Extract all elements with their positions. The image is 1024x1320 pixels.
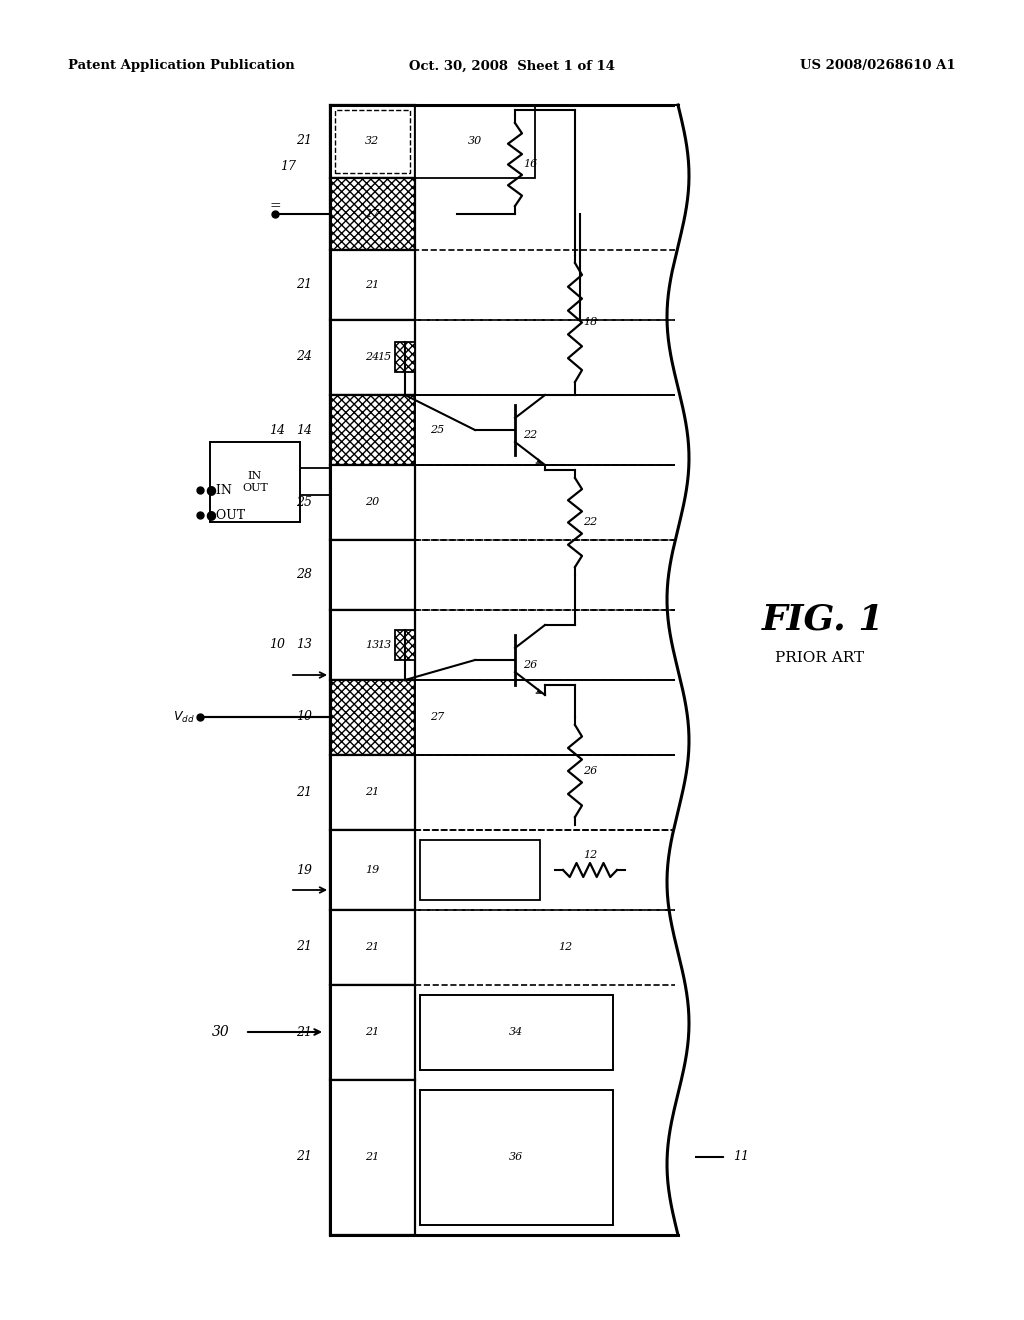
Text: 25: 25	[430, 425, 444, 436]
Text: 13: 13	[365, 640, 379, 649]
Bar	[415, 465, 678, 540]
Bar	[415, 610, 678, 680]
Bar	[415, 106, 535, 178]
Text: 20: 20	[365, 498, 379, 507]
Bar	[395, 630, 415, 660]
Text: 10: 10	[296, 710, 312, 723]
Bar	[420, 1090, 613, 1225]
Text: 21: 21	[296, 1151, 312, 1163]
Bar	[415, 909, 678, 985]
Bar	[330, 755, 415, 830]
Bar	[415, 680, 678, 755]
Text: 21: 21	[296, 1026, 312, 1039]
Text: 21: 21	[365, 280, 379, 290]
Text: 24: 24	[296, 351, 312, 363]
Text: 17: 17	[280, 160, 296, 173]
Text: ●IN: ●IN	[205, 483, 231, 496]
Text: 22: 22	[523, 430, 538, 440]
Bar	[330, 610, 415, 680]
Bar	[415, 249, 678, 319]
Text: 15: 15	[377, 352, 391, 362]
Bar	[335, 110, 410, 173]
Text: 26: 26	[583, 766, 597, 776]
Text: 14: 14	[296, 424, 312, 437]
Bar	[330, 465, 415, 540]
Text: 21: 21	[296, 135, 312, 148]
Text: 21: 21	[296, 940, 312, 953]
Bar	[330, 106, 678, 1236]
Text: 32: 32	[365, 136, 379, 147]
Text: 21: 21	[296, 785, 312, 799]
Text: 21: 21	[296, 279, 312, 292]
Text: 16: 16	[523, 158, 538, 169]
Text: 13: 13	[377, 640, 391, 649]
Text: 13: 13	[296, 639, 312, 652]
Bar	[415, 540, 678, 610]
Text: 22: 22	[583, 517, 597, 527]
Text: 30: 30	[212, 1026, 230, 1039]
Bar	[420, 840, 540, 900]
Text: 11: 11	[733, 1151, 749, 1163]
Bar	[330, 830, 415, 909]
Bar	[395, 342, 415, 372]
Text: 27: 27	[430, 711, 444, 722]
Bar	[330, 106, 415, 178]
Text: IN
OUT: IN OUT	[242, 471, 268, 492]
Text: Oct. 30, 2008  Sheet 1 of 14: Oct. 30, 2008 Sheet 1 of 14	[409, 59, 615, 73]
Text: 28: 28	[296, 569, 312, 582]
Bar	[415, 395, 678, 465]
Text: =: =	[269, 199, 281, 213]
Bar	[675, 106, 695, 1234]
Text: 12: 12	[558, 942, 572, 952]
Text: 26: 26	[523, 660, 538, 671]
Text: 17: 17	[365, 209, 379, 219]
Text: 21: 21	[365, 787, 379, 797]
Bar	[330, 249, 415, 319]
Text: 21: 21	[365, 1027, 379, 1038]
Bar	[330, 540, 415, 610]
Bar	[330, 178, 415, 249]
Text: 10: 10	[269, 639, 285, 652]
Text: 19: 19	[296, 863, 312, 876]
Text: 21: 21	[365, 942, 379, 952]
Text: 12: 12	[583, 850, 597, 861]
Text: Patent Application Publication: Patent Application Publication	[68, 59, 295, 73]
Text: US 2008/0268610 A1: US 2008/0268610 A1	[801, 59, 956, 73]
Bar	[420, 995, 613, 1071]
Bar	[415, 830, 678, 909]
Text: 36: 36	[509, 1152, 523, 1162]
Bar	[330, 319, 415, 395]
Bar	[330, 985, 415, 1080]
Text: ●OUT: ●OUT	[205, 508, 245, 521]
Text: 30: 30	[468, 136, 482, 147]
Bar	[330, 1080, 415, 1236]
Text: 24: 24	[365, 352, 379, 362]
Bar	[330, 680, 415, 755]
Text: $V_{dd}$: $V_{dd}$	[173, 709, 195, 725]
Text: FIG. 1: FIG. 1	[762, 603, 885, 638]
Bar	[415, 319, 678, 395]
Bar	[210, 442, 300, 521]
Text: 25: 25	[296, 495, 312, 508]
Text: 14: 14	[269, 424, 285, 437]
Text: 18: 18	[583, 317, 597, 327]
Bar	[330, 395, 415, 465]
Bar	[330, 909, 415, 985]
Bar	[415, 755, 678, 830]
Text: 34: 34	[509, 1027, 523, 1038]
Text: 19: 19	[365, 865, 379, 875]
Text: PRIOR ART: PRIOR ART	[775, 651, 864, 665]
Text: 21: 21	[365, 1152, 379, 1162]
